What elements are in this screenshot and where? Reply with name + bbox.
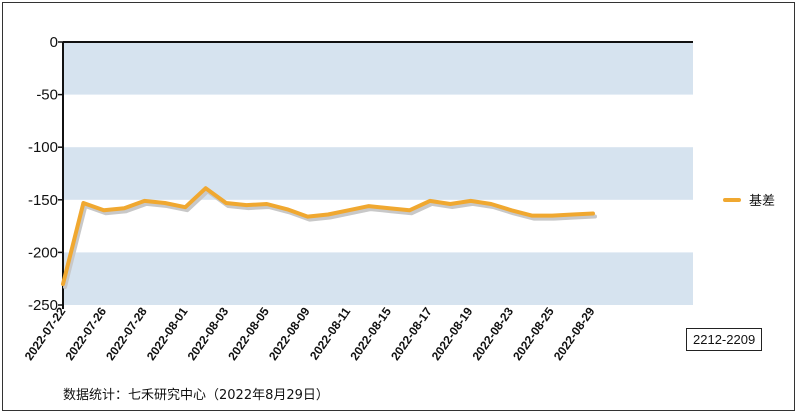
data-point [326, 213, 330, 217]
y-tick-label: 0 [50, 34, 58, 51]
data-point [367, 204, 371, 208]
x-axis-ticks: 2022-07-222022-07-262022-07-282022-08-01… [22, 304, 598, 363]
data-point [571, 213, 575, 217]
x-tick-label: 2022-08-25 [510, 304, 557, 363]
data-point [306, 215, 310, 219]
x-tick-label: 2022-08-19 [429, 304, 476, 363]
x-tick-label: 2022-08-03 [185, 304, 232, 363]
y-tick-label: -150 [28, 192, 58, 209]
data-point [61, 282, 65, 286]
data-point [265, 202, 269, 206]
x-tick-label: 2022-08-17 [388, 304, 435, 363]
series-line-shadow [63, 189, 597, 289]
background-band [63, 147, 693, 200]
data-point [81, 201, 85, 205]
data-point [387, 206, 391, 210]
data-point [509, 208, 513, 212]
data-point [591, 211, 595, 215]
series-layer [61, 186, 597, 289]
legend-swatch-basis [723, 197, 741, 202]
y-tick-label: -200 [28, 244, 58, 261]
axes [62, 41, 693, 309]
data-point [346, 208, 350, 212]
contract-label: 2212-2209 [686, 328, 763, 351]
data-point [122, 206, 126, 210]
x-tick-label: 2022-08-01 [144, 304, 191, 363]
data-point [448, 202, 452, 206]
data-point [204, 186, 208, 190]
y-tick-label: -250 [28, 297, 58, 314]
y-axis-ticks: 0 -50 -100 -150 -200 -250 [28, 34, 63, 314]
data-point [550, 214, 554, 218]
data-point [428, 199, 432, 203]
y-tick-label: -100 [28, 139, 58, 156]
source-note: 数据统计：七禾研究中心（2022年8月29日） [63, 388, 329, 403]
data-point [163, 201, 167, 205]
data-point [244, 203, 248, 207]
background-band [63, 42, 693, 95]
data-point [102, 208, 106, 212]
x-tick-label: 2022-07-28 [103, 304, 150, 363]
x-tick-label: 2022-08-23 [469, 304, 516, 363]
data-point [183, 205, 187, 209]
background-bands [63, 42, 693, 305]
data-point [489, 202, 493, 206]
x-tick-label: 2022-08-29 [551, 304, 598, 363]
legend-label-basis: 基差 [749, 194, 776, 209]
x-tick-label: 2022-08-05 [225, 304, 272, 363]
data-point [224, 201, 228, 205]
x-tick-label: 2022-08-09 [266, 304, 313, 363]
data-point [408, 208, 412, 212]
data-point [469, 199, 473, 203]
x-tick-label: 2022-08-15 [347, 304, 394, 363]
x-tick-label: 2022-07-26 [62, 304, 109, 363]
data-point [285, 207, 289, 211]
x-tick-label: 2022-08-11 [307, 304, 353, 362]
legend: 基差 [723, 190, 775, 209]
data-point [143, 199, 147, 203]
background-band [63, 252, 693, 305]
y-tick-label: -50 [36, 87, 58, 104]
data-point [530, 214, 534, 218]
